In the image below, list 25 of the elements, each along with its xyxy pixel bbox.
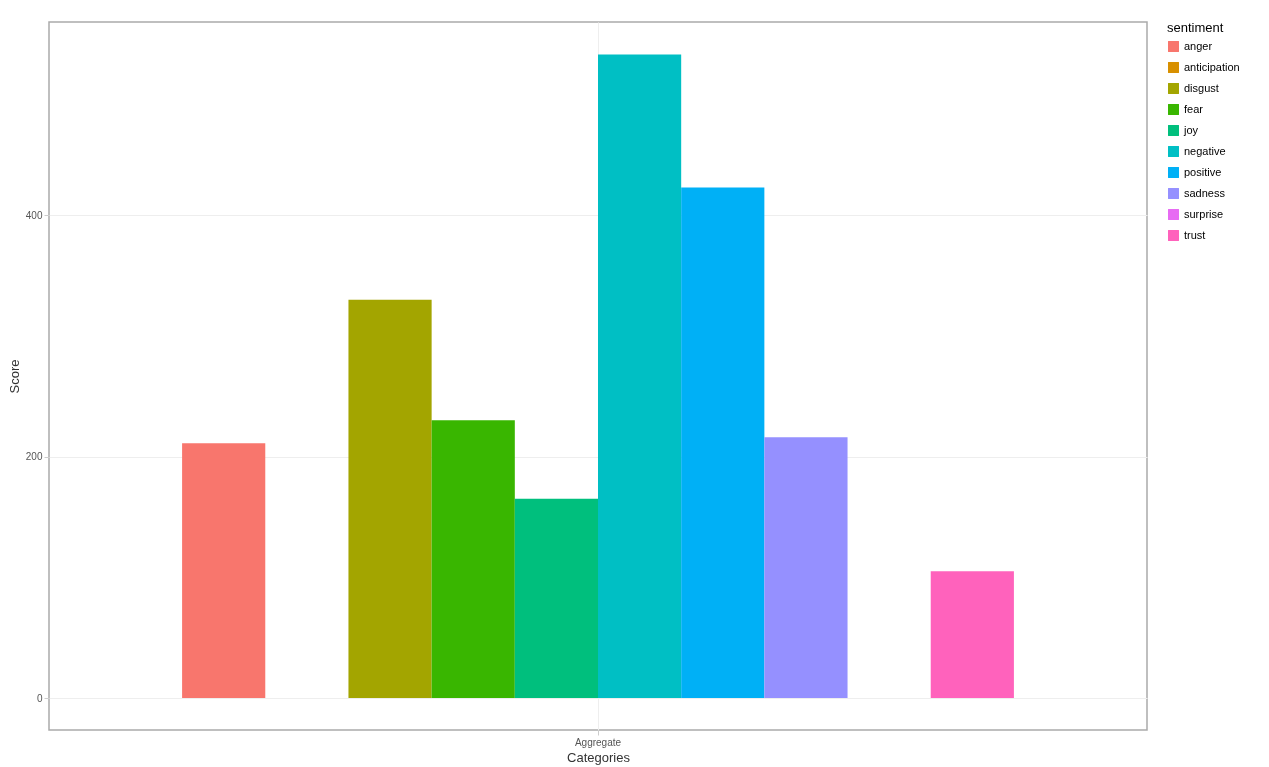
bar	[930, 571, 1014, 699]
y-tick-label: 200	[25, 451, 43, 463]
legend-label: disgust	[1184, 81, 1219, 94]
bar	[182, 443, 266, 699]
legend-label: negative	[1184, 144, 1226, 157]
legend-label: trust	[1184, 228, 1206, 241]
bar	[681, 187, 765, 699]
legend-title: sentiment	[1167, 20, 1224, 35]
legend-label: anger	[1184, 39, 1213, 52]
x-tick-label: Aggregate	[574, 736, 622, 748]
legend-label: surprise	[1184, 207, 1224, 220]
y-tick-label: 0	[36, 692, 43, 704]
bar	[598, 54, 682, 699]
legend-label: anticipation	[1184, 60, 1240, 73]
bar	[764, 437, 848, 699]
legend-label: joy	[1183, 123, 1199, 136]
legend-label: fear	[1184, 102, 1204, 115]
bar	[431, 420, 515, 699]
y-tick-label: 400	[25, 209, 43, 221]
bar	[348, 299, 432, 699]
bar	[514, 498, 598, 699]
x-axis-title: Categories	[567, 749, 631, 765]
y-axis-title: Score	[6, 359, 22, 394]
legend-label: positive	[1184, 165, 1222, 178]
legend-label: sadness	[1184, 186, 1226, 199]
